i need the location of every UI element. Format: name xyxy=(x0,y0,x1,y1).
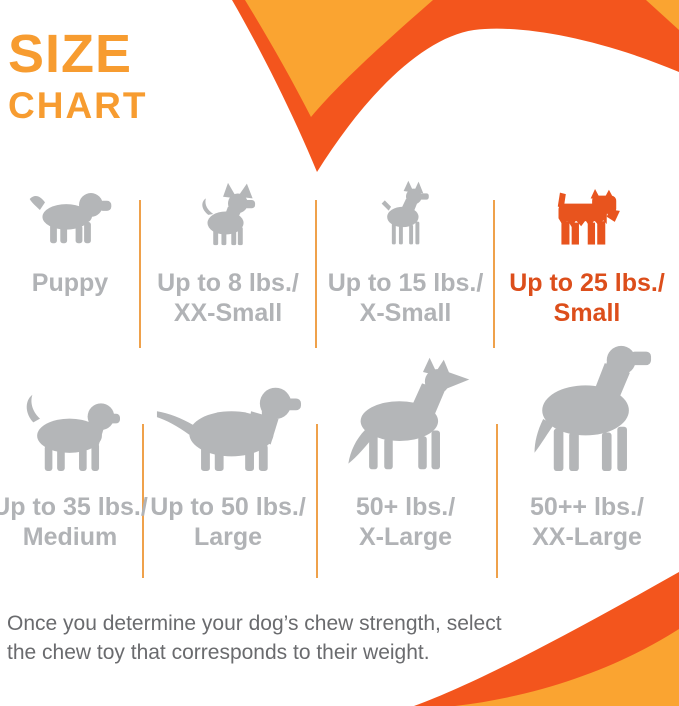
column-divider xyxy=(139,200,141,348)
column-divider xyxy=(316,424,318,578)
labrador-icon xyxy=(156,387,301,472)
column-divider xyxy=(315,200,317,348)
size-label: 50++ lbs./ XX-Large xyxy=(530,492,644,552)
weight-text: Up to 50 lbs./ xyxy=(150,493,306,521)
weight-text: Puppy xyxy=(31,269,109,297)
size-cell-xx-small: Up to 8 lbs./ XX-Small xyxy=(140,178,316,328)
dog-slot xyxy=(378,178,434,246)
dog-slot xyxy=(512,345,662,472)
size-text: XX-Large xyxy=(532,523,642,551)
great-dane-icon xyxy=(534,345,652,472)
size-cell-large: Up to 50 lbs./ Large xyxy=(140,348,316,552)
size-label: Up to 50 lbs./ Large xyxy=(150,492,306,552)
size-cell-small-highlighted: Up to 25 lbs./ Small xyxy=(495,178,679,328)
size-cell-medium: Up to 35 lbs./ Medium xyxy=(0,348,148,552)
instruction-text: Once you determine your dog’s chew stren… xyxy=(7,609,502,667)
instruction-line-2: the chew toy that corresponds to their w… xyxy=(7,641,430,664)
dog-slot xyxy=(554,178,620,246)
title-line-2: CHART xyxy=(8,85,148,126)
size-text: X-Large xyxy=(358,523,453,551)
puppy-icon xyxy=(29,193,111,244)
dog-slot xyxy=(195,178,261,246)
size-cell-x-large: 50+ lbs./ X-Large xyxy=(316,348,495,552)
size-label: Up to 25 lbs./ Small xyxy=(509,268,665,328)
column-divider xyxy=(496,424,498,578)
weight-text: Up to 25 lbs./ xyxy=(509,269,665,297)
size-text: Medium xyxy=(22,523,118,551)
dog-slot xyxy=(20,348,120,472)
size-label: Up to 35 lbs./ Medium xyxy=(0,492,148,552)
size-text: Small xyxy=(553,299,621,327)
column-divider xyxy=(142,424,144,578)
min-pin-icon xyxy=(381,180,429,245)
size-text: X-Small xyxy=(359,299,452,327)
size-cell-xx-large: 50++ lbs./ XX-Large xyxy=(495,345,679,552)
dog-slot xyxy=(155,348,302,472)
size-cell-puppy: Puppy xyxy=(0,178,140,328)
corner-swoosh-top-right xyxy=(232,0,679,172)
weight-text: Up to 35 lbs./ xyxy=(0,493,148,521)
size-label: 50+ lbs./ X-Large xyxy=(356,492,455,552)
german-shepherd-icon xyxy=(348,357,470,470)
weight-text: Up to 15 lbs./ xyxy=(327,269,484,297)
size-chart-row-2: Up to 35 lbs./ Medium Up to 50 lbs./ Lar… xyxy=(0,345,679,552)
size-chart-row-1: Puppy Up to 8 lbs./ XX-Small xyxy=(0,178,679,328)
beagle-icon xyxy=(26,394,120,471)
size-text: XX-Small xyxy=(173,299,283,327)
size-label: Up to 15 lbs./ X-Small xyxy=(328,268,484,328)
column-divider xyxy=(493,200,495,348)
instruction-line-1: Once you determine your dog’s chew stren… xyxy=(7,612,502,635)
weight-text: 50+ lbs./ xyxy=(355,493,456,521)
weight-text: 50++ lbs./ xyxy=(530,493,644,521)
size-label: Up to 8 lbs./ XX-Small xyxy=(157,268,299,328)
dog-slot xyxy=(28,178,113,246)
size-label: Puppy xyxy=(32,268,108,298)
title-line-1: SIZE xyxy=(8,24,133,84)
page-title: SIZE CHART xyxy=(8,27,147,124)
size-cell-x-small: Up to 15 lbs./ X-Small xyxy=(316,178,495,328)
weight-text: Up to 8 lbs./ xyxy=(157,269,299,297)
terrier-icon xyxy=(557,189,620,245)
dog-slot xyxy=(337,348,474,472)
chihuahua-icon xyxy=(202,182,256,246)
size-text: Large xyxy=(193,523,263,551)
